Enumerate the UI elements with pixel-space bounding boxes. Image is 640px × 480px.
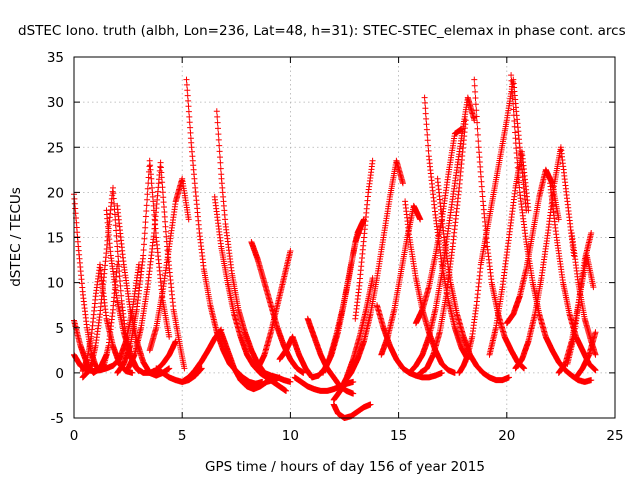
x-tick-label: 10	[282, 428, 299, 444]
data-arc	[503, 166, 562, 327]
data-point-marks	[319, 221, 365, 376]
y-tick-label: 20	[47, 185, 64, 201]
data-arc	[486, 148, 532, 358]
y-tick-label: 5	[55, 321, 64, 337]
data-arc	[254, 248, 294, 372]
y-tick-label: -5	[51, 411, 64, 427]
data-point-marks	[486, 148, 532, 358]
y-tick-label: 15	[47, 231, 64, 247]
data-marks	[71, 72, 599, 421]
data-arc	[218, 329, 283, 393]
data-point-marks	[564, 252, 597, 367]
y-tick-label: 30	[47, 95, 64, 111]
data-point-marks	[421, 94, 471, 363]
x-tick-label: 20	[498, 428, 515, 444]
data-point-marks	[254, 248, 294, 372]
x-axis-label: GPS time / hours of day 156 of year 2015	[205, 459, 485, 475]
data-arc	[352, 157, 376, 322]
data-arc	[564, 252, 597, 367]
data-point-marks	[125, 159, 188, 372]
data-point-marks	[146, 175, 192, 354]
data-arc	[341, 157, 406, 385]
y-tick-label: 25	[47, 140, 64, 156]
data-point-marks	[573, 329, 599, 381]
y-axis-label: dSTEC / TECUs	[8, 187, 24, 287]
data-arc	[146, 175, 192, 354]
data-arc	[471, 76, 528, 372]
axis-ticks: 0 5 10 15 20 25 -5 0 5 10 15 20 25 30 35	[47, 50, 624, 444]
data-point-marks	[341, 157, 406, 385]
data-point-marks	[352, 157, 376, 322]
x-tick-label: 15	[390, 428, 407, 444]
x-tick-label: 25	[606, 428, 623, 444]
chart-title: dSTEC Iono. truth (albh, Lon=236, Lat=48…	[18, 23, 626, 39]
y-tick-label: 35	[47, 50, 64, 66]
data-point-marks	[276, 333, 315, 381]
data-arc	[512, 144, 577, 372]
data-arc	[179, 326, 225, 385]
data-point-marks	[179, 326, 225, 385]
x-tick-label: 0	[70, 428, 79, 444]
data-point-marks	[218, 329, 283, 393]
data-point-marks	[508, 72, 595, 385]
data-arc	[276, 333, 315, 381]
data-arc	[319, 221, 365, 376]
y-tick-label: 0	[55, 366, 64, 382]
x-tick-label: 5	[178, 428, 187, 444]
data-point-marks	[503, 166, 562, 327]
data-point-marks	[512, 144, 577, 372]
data-point-marks	[374, 302, 445, 381]
data-arc	[125, 159, 188, 372]
data-arc	[374, 302, 445, 381]
data-arc	[508, 72, 595, 385]
data-point-marks	[471, 76, 528, 372]
data-arc	[573, 329, 599, 381]
y-tick-label: 10	[47, 276, 64, 292]
data-arc	[421, 94, 471, 363]
